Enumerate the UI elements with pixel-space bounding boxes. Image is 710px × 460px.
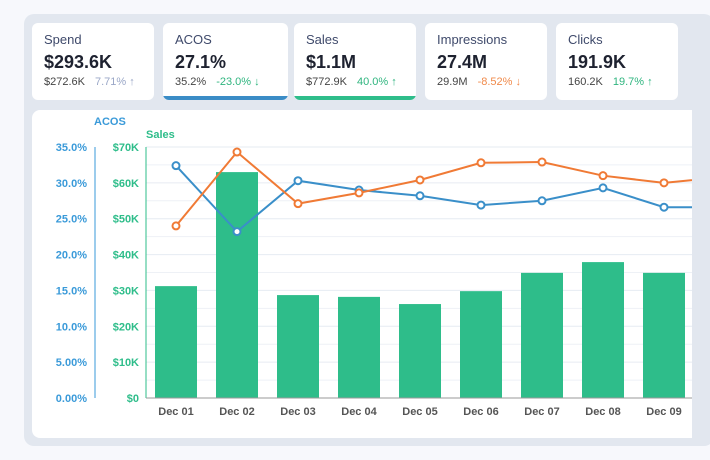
sales-tick-label: $20K <box>113 321 139 333</box>
selected-indicator <box>294 96 416 100</box>
orange-line <box>175 150 692 227</box>
x-tick-label: Dec 01 <box>158 406 193 418</box>
metric-title: Clicks <box>568 32 603 47</box>
metric-value: 191.9K <box>568 52 627 72</box>
line-point <box>415 191 425 201</box>
x-tick-label: Dec 04 <box>341 406 377 418</box>
x-tick-label: Dec 03 <box>280 406 315 418</box>
line-point <box>598 183 608 193</box>
metric-previous: $772.9K <box>306 76 347 88</box>
sales-bar <box>216 172 258 398</box>
x-tick-label: Dec 05 <box>402 406 437 418</box>
line-point <box>415 175 425 185</box>
line-point <box>171 221 181 231</box>
sales-bar <box>338 296 380 398</box>
sales-axis-title: Sales <box>146 129 175 141</box>
acos-tick-label: 0.00% <box>56 393 87 405</box>
acos-tick-label: 5.00% <box>56 357 87 369</box>
metric-card-impressions[interactable]: Impressions 27.4M 29.9M -8.52% ↓ <box>425 23 547 100</box>
acos-tick-label: 35.0% <box>56 142 87 154</box>
metric-change: 19.7% ↑ <box>612 76 653 88</box>
line-point <box>293 199 303 209</box>
line-point <box>354 188 364 198</box>
x-tick-label: Dec 06 <box>463 406 498 418</box>
sales-bar <box>399 304 441 398</box>
sales-bar <box>582 262 624 398</box>
acos-tick-label: 10.0% <box>56 321 87 333</box>
metric-previous: 35.2% <box>175 76 207 88</box>
acos-tick-label: 30.0% <box>56 178 87 190</box>
acos-tick-label: 20.0% <box>56 250 87 262</box>
sales-bar <box>643 272 685 398</box>
metric-value: $1.1M <box>306 52 357 72</box>
line-point <box>659 178 669 188</box>
selected-indicator <box>163 96 288 100</box>
line-point <box>232 227 242 237</box>
line-point <box>171 161 181 171</box>
sales-tick-label: $10K <box>113 357 139 369</box>
metric-card-acos[interactable]: ACOS 27.1% 35.2% -23.0% ↓ <box>163 23 288 100</box>
metric-change: 40.0% ↑ <box>356 76 397 88</box>
metric-title: ACOS <box>175 32 212 47</box>
metric-change: 7.71% ↑ <box>94 76 135 88</box>
x-tick-label: Dec 07 <box>524 406 559 418</box>
metric-value: $293.6K <box>44 52 113 72</box>
sales-tick-label: $50K <box>113 214 139 226</box>
metric-value: 27.4M <box>437 52 488 72</box>
metric-title: Spend <box>44 32 82 47</box>
sales-bar <box>521 272 563 398</box>
metric-value: 27.1% <box>175 52 227 72</box>
chart-card: 0.00% $0 5.00% $10K 10.0% $20K 15.0% $30K 20.0% $… <box>32 110 692 438</box>
sales-bar <box>460 291 502 398</box>
metric-change: -23.0% ↓ <box>216 76 260 88</box>
sales-tick-label: $70K <box>113 142 139 154</box>
line-point <box>293 176 303 186</box>
acos-tick-label: 25.0% <box>56 214 87 226</box>
acos-tick-label: 15.0% <box>56 285 87 297</box>
sales-bar <box>155 286 197 398</box>
x-tick-label: Dec 08 <box>585 406 620 418</box>
metric-change: -8.52% ↓ <box>477 76 521 88</box>
sales-tick-label: $40K <box>113 250 139 262</box>
metric-card-sales[interactable]: Sales $1.1M $772.9K 40.0% ↑ <box>294 23 416 100</box>
line-point <box>598 171 608 181</box>
line-point <box>476 158 486 168</box>
x-tick-label: Dec 09 <box>646 406 681 418</box>
acos-axis-title: ACOS <box>94 116 126 128</box>
sales-tick-label: $60K <box>113 178 139 190</box>
line-point <box>476 200 486 210</box>
sales-bar <box>277 295 319 398</box>
acos-line <box>175 164 692 233</box>
sales-acos-chart: 0.00% $0 5.00% $10K 10.0% $20K 15.0% $30K 20.0% $… <box>56 116 692 418</box>
metric-card-spend[interactable]: Spend $293.6K $272.6K 7.71% ↑ <box>32 23 154 100</box>
metric-previous: 29.9M <box>437 76 468 88</box>
line-point <box>659 202 669 212</box>
metric-title: Impressions <box>437 32 508 47</box>
metric-card-clicks[interactable]: Clicks 191.9K 160.2K 19.7% ↑ <box>556 23 678 100</box>
sales-tick-label: $30K <box>113 285 139 297</box>
metric-previous: 160.2K <box>568 76 603 88</box>
metric-title: Sales <box>306 32 339 47</box>
line-point <box>537 157 547 167</box>
sales-tick-label: $0 <box>127 393 139 405</box>
x-tick-label: Dec 02 <box>219 406 254 418</box>
metric-previous: $272.6K <box>44 76 85 88</box>
line-point <box>537 196 547 206</box>
line-point <box>232 147 242 157</box>
